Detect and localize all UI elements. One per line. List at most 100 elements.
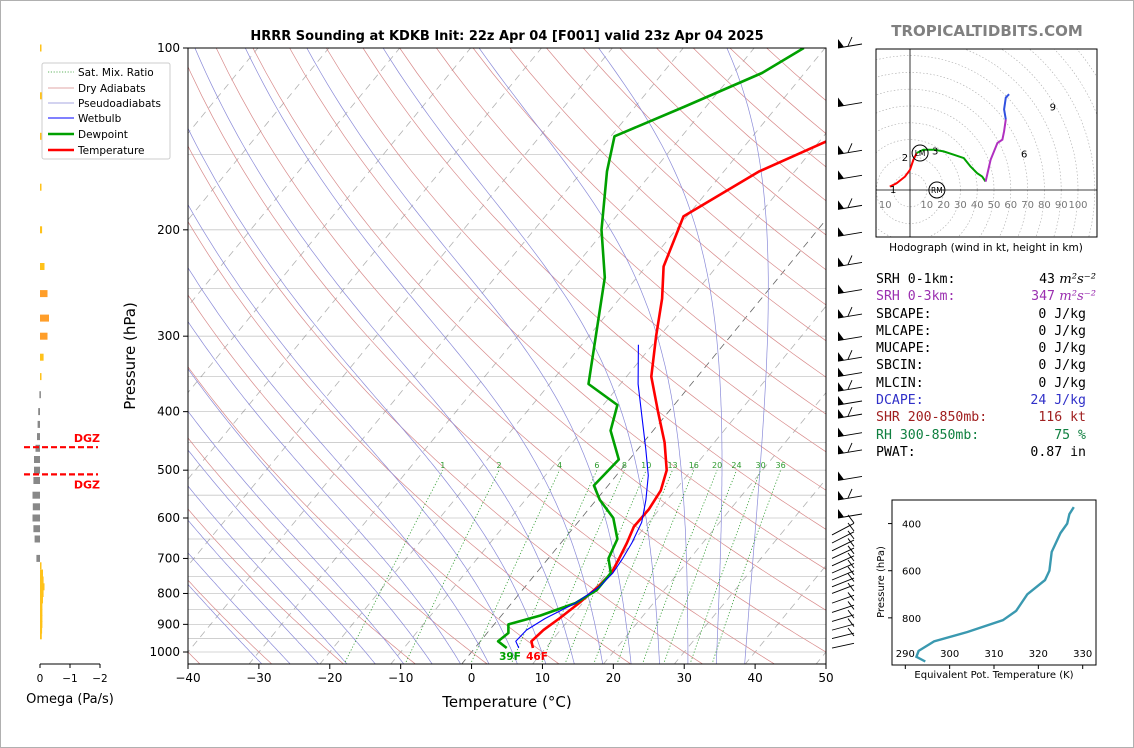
pseudoadiabat: [188, 368, 433, 664]
wind-barb: [837, 406, 863, 419]
pseudoadiabat: [188, 485, 348, 664]
stat-number: 116 kt: [1038, 410, 1086, 426]
omega-bar: [40, 92, 42, 100]
stat-row: MUCAPE: 0 J/kg: [876, 341, 1106, 358]
wind-barb: [831, 609, 855, 631]
isotherm: [0, 48, 45, 665]
mixing-ratio-line: [616, 470, 695, 664]
theta-x-tick-label: 310: [984, 649, 1003, 660]
x-tick-label: −10: [388, 671, 413, 685]
legend-temperature: Temperature: [77, 145, 145, 157]
mixing-ratio-label: 13: [667, 461, 677, 470]
dry-adiabat: [436, 48, 826, 415]
omega-bar: [40, 608, 43, 616]
omega-bar: [32, 503, 40, 511]
hodograph-ring-label: 10: [879, 200, 892, 211]
pseudoadiabat: [188, 127, 547, 664]
stat-value: 24 J/kg: [1030, 393, 1086, 408]
isotherm: [188, 48, 471, 394]
mixing-ratio-line: [404, 470, 500, 664]
theta-x-tick-label: 330: [1073, 649, 1092, 660]
theta-e-xlabel: Equivalent Pot. Temperature (K): [914, 670, 1073, 681]
omega-bar: [39, 391, 41, 399]
x-tick-label: 20: [606, 671, 621, 685]
stat-value: 0 J/kg: [1038, 358, 1086, 373]
storm-motion-marker: [928, 181, 946, 199]
stat-unit: m²s⁻²: [1055, 289, 1096, 305]
stat-row: RH 300-850mb: 75 %: [876, 428, 1106, 445]
wind-barb: [831, 538, 855, 559]
pseudoadiabat: [188, 203, 518, 664]
omega-bar: [40, 615, 43, 622]
stat-number: 0 J/kg: [1038, 323, 1086, 339]
mixing-ratio-line: [593, 470, 673, 664]
omega-bar: [40, 226, 43, 234]
stat-row: PWAT: 0.87 in: [876, 445, 1106, 462]
omega-bar: [36, 554, 40, 562]
pseudoadiabat: [188, 267, 490, 664]
pseudoadiabat: [188, 552, 291, 664]
legend-wetbulb: Wetbulb: [78, 113, 122, 125]
wind-barb: [831, 592, 855, 613]
profile-temperature: [530, 140, 826, 649]
theta-e-line: [914, 506, 1075, 663]
mixing-ratio-line: [711, 470, 781, 664]
stat-number: 0 J/kg: [1038, 358, 1086, 374]
mixing-ratio-label: 1: [440, 461, 445, 470]
stat-value: 0 J/kg: [1038, 307, 1086, 322]
omega-bar: [40, 373, 42, 381]
hodograph-plot: 10 10 20 30 40 50 60 70 80 90 100 1 2 3 6 9 LM RM: [876, 49, 1097, 237]
wind-barb: [831, 618, 855, 639]
brand-logo: TROPICALTIDBITS.COM: [891, 22, 1083, 40]
pseudoadiabat: [188, 449, 376, 664]
omega-bar: [40, 620, 43, 628]
omega-bar: [40, 290, 48, 298]
theta-x-tick-label: 300: [940, 649, 959, 660]
mixing-ratio-line: [641, 470, 718, 664]
omega-bar: [40, 569, 43, 577]
wind-barb: [837, 488, 863, 501]
wind-barb: [837, 331, 863, 341]
stat-label: SHR 200-850mb:: [876, 410, 988, 426]
pseudoadiabat: [188, 410, 405, 664]
hodograph-height-label: 1: [890, 185, 896, 196]
storm-motion-label: LM: [915, 149, 926, 158]
omega-bar: [40, 626, 43, 634]
profile-wetbulb: [515, 344, 649, 649]
wind-barb: [837, 380, 863, 392]
omega-bar: [40, 332, 48, 340]
stat-value: 0.87 in: [1030, 445, 1086, 460]
hodograph-height-label: 9: [1050, 103, 1056, 114]
omega-bar: [34, 535, 40, 543]
omega-bar: [40, 183, 42, 191]
omega-bar: [32, 514, 40, 522]
theta-e-plot: [914, 506, 1075, 663]
wind-barb: [831, 573, 855, 594]
dry-adiabat: [289, 48, 826, 570]
omega-bar: [40, 132, 42, 140]
hodograph-ring-label: 20: [937, 200, 950, 211]
isotherm: [461, 219, 826, 664]
omega-bar: [40, 44, 42, 52]
stat-label: MLCAPE:: [876, 323, 932, 339]
mixing-ratio-line: [343, 470, 444, 664]
dgz-label: DGZ: [74, 478, 100, 491]
wind-barb: [831, 559, 855, 581]
mixing-ratio-label: 10: [641, 461, 651, 470]
hodograph-ring-label: 100: [1068, 200, 1087, 211]
wind-barb: [837, 170, 863, 180]
stat-row: MLCAPE: 0 J/kg: [876, 324, 1106, 341]
x-tick-label: −40: [175, 671, 200, 685]
x-tick-label: −20: [317, 671, 342, 685]
y-tick-label: 100: [157, 41, 180, 55]
pseudoadiabat: [188, 321, 462, 664]
stat-value: 116 kt: [1038, 410, 1086, 425]
stat-label: PWAT:: [876, 444, 916, 460]
x-tick-label: 0: [468, 671, 476, 685]
omega-bar: [40, 576, 44, 584]
dry-adiabat: [362, 48, 826, 491]
omega-tick-label: −2: [92, 673, 107, 685]
stat-number: 24 J/kg: [1030, 393, 1086, 409]
mixing-ratio-line: [540, 470, 625, 664]
